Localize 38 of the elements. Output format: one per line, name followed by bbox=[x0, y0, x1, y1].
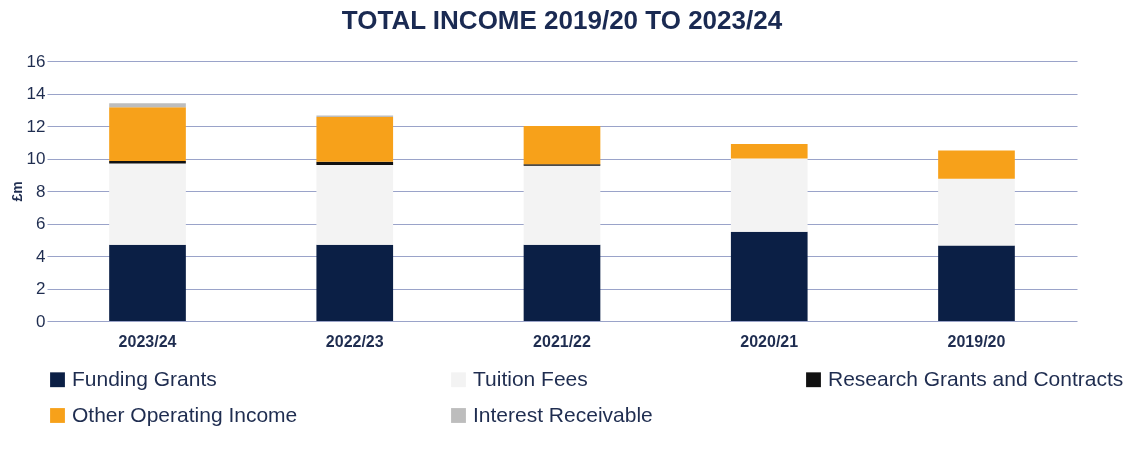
legend-label: Interest Receivable bbox=[473, 402, 653, 426]
x-tick-label: 2020/21 bbox=[740, 332, 799, 350]
y-tick-label: 2 bbox=[36, 279, 46, 298]
bar bbox=[730, 143, 808, 159]
bar bbox=[316, 165, 394, 245]
bar bbox=[109, 244, 186, 321]
bar bbox=[730, 231, 808, 321]
bar bbox=[938, 245, 1015, 321]
bar bbox=[523, 244, 601, 321]
legend-label: Other Operating Income bbox=[72, 402, 298, 426]
chart-title: TOTAL INCOME 2019/20 TO 2023/24 bbox=[341, 5, 783, 35]
bar bbox=[938, 178, 1015, 246]
y-tick-label: 16 bbox=[26, 51, 46, 71]
x-tick-label: 2023/24 bbox=[118, 332, 177, 350]
y-axis-title: £m bbox=[8, 181, 25, 202]
y-tick-label: 4 bbox=[36, 246, 46, 266]
bar bbox=[523, 126, 601, 165]
bar bbox=[109, 107, 186, 161]
bar bbox=[109, 163, 186, 245]
legend-label: Tuition Fees bbox=[473, 366, 588, 390]
bar bbox=[109, 103, 186, 108]
y-tick-label: 14 bbox=[26, 84, 46, 103]
bar bbox=[316, 117, 394, 162]
bar bbox=[938, 150, 1015, 179]
x-tick-label: 2021/22 bbox=[533, 332, 592, 350]
legend-label: Funding Grants bbox=[72, 366, 217, 390]
bar bbox=[316, 161, 394, 165]
x-tick-label: 2019/20 bbox=[947, 332, 1006, 350]
bar bbox=[730, 158, 808, 232]
bar bbox=[523, 165, 601, 245]
y-tick-label: 12 bbox=[26, 116, 46, 136]
y-tick-label: 0 bbox=[36, 311, 46, 331]
legend-label: Research Grants and Contracts bbox=[828, 366, 1124, 390]
y-tick-label: 6 bbox=[36, 214, 46, 233]
x-tick-label: 2022/23 bbox=[325, 332, 384, 350]
bar bbox=[316, 244, 394, 321]
y-tick-label: 8 bbox=[36, 181, 46, 201]
y-tick-label: 10 bbox=[26, 149, 46, 168]
